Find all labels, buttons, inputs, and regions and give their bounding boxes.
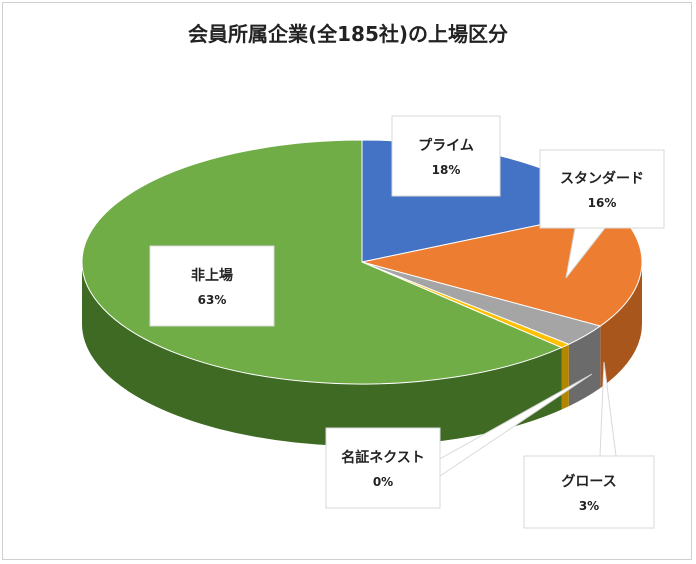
percent-label-0: 18%	[432, 163, 461, 177]
slice-side-3	[561, 344, 569, 410]
slice-side-4	[82, 262, 562, 446]
category-label-1: スタンダード	[560, 170, 644, 187]
callout-box-3	[325, 427, 441, 509]
percent-label-4: 63%	[198, 293, 227, 307]
callout-box-2	[523, 455, 655, 529]
callout-box-4	[149, 245, 275, 327]
slice-side-2	[568, 326, 601, 407]
category-label-2: グロース	[561, 473, 616, 490]
category-label-4: 非上場	[191, 267, 233, 284]
percent-label-3: 0%	[373, 475, 393, 489]
slice-side-1	[600, 262, 642, 389]
callout-box-0	[391, 115, 501, 197]
category-label-0: プライム	[418, 138, 474, 154]
category-label-3: 名証ネクスト	[341, 449, 425, 466]
callout-labels: プライム 18% スタンダード 16% グロース 3% 名証ネクスト 0% 非上場 63%	[149, 115, 665, 529]
callout-box-1	[539, 149, 665, 229]
percent-label-2: 3%	[579, 499, 599, 513]
callout-leaders	[418, 227, 617, 477]
chart-title: 会員所属企業(全185社)の上場区分	[187, 22, 509, 46]
percent-label-1: 16%	[588, 196, 617, 210]
